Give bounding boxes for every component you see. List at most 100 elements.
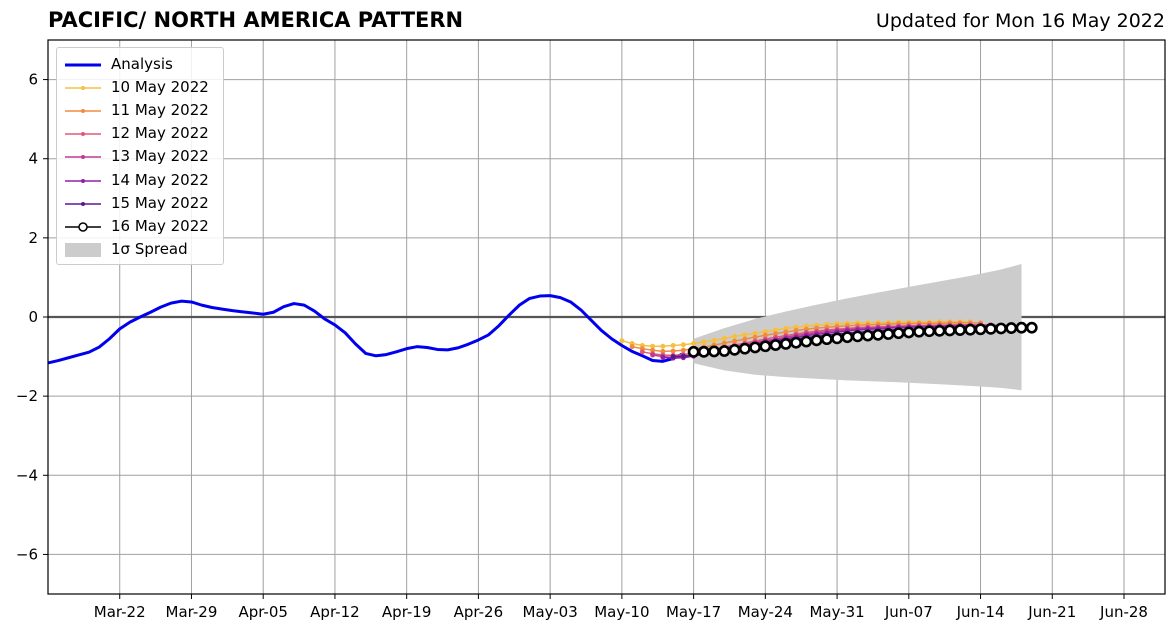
chart-legend: Analysis 10 May 2022 11 May 2022 12 May 202…	[56, 47, 224, 265]
y-tick-label: −4	[16, 466, 38, 484]
legend-item: 12 May 2022	[63, 122, 217, 145]
forecast-marker	[629, 344, 635, 350]
legend-swatch	[63, 242, 103, 258]
forecast-marker	[701, 339, 707, 345]
y-tick-label: 4	[28, 150, 38, 168]
forecast-marker	[779, 338, 792, 350]
y-tick-label: −6	[16, 545, 38, 563]
updated-label: Updated for Mon 16 May 2022	[875, 10, 1165, 32]
legend-swatch	[63, 126, 103, 140]
analysis-line	[47, 294, 685, 365]
legend-item: 10 May 2022	[63, 75, 217, 98]
legend-item: 1σ Spread	[63, 238, 217, 261]
x-tick-label: Jun-14	[956, 603, 1005, 621]
legend-item: 14 May 2022	[63, 168, 217, 191]
forecast-marker	[711, 337, 717, 343]
legend-swatch	[63, 103, 103, 117]
forecast-marker	[670, 354, 676, 360]
forecast-marker	[954, 324, 966, 336]
y-tick-label: 2	[28, 229, 38, 247]
forecast-marker	[650, 343, 656, 349]
x-tick-label: Apr-12	[310, 603, 360, 621]
chart-title: PACIFIC/ NORTH AMERICA PATTERN	[48, 8, 464, 32]
legend-item: 13 May 2022	[63, 145, 217, 168]
forecast-marker	[933, 324, 946, 337]
x-tick-label: May-24	[738, 603, 793, 621]
forecast-marker	[708, 345, 721, 358]
forecast-marker	[680, 342, 686, 348]
x-tick-label: Jun-28	[1099, 603, 1148, 621]
forecast-marker	[913, 325, 925, 338]
forecast-marker	[820, 333, 833, 346]
forecast-marker	[732, 333, 738, 339]
forecast-marker	[749, 341, 761, 354]
legend-swatch	[63, 57, 103, 71]
forecast-marker	[752, 334, 758, 340]
forecast-marker	[759, 340, 772, 353]
legend-swatch	[63, 173, 103, 187]
legend-item: 11 May 2022	[63, 98, 217, 121]
legend-label: 12 May 2022	[111, 124, 209, 143]
forecast-marker	[721, 340, 727, 346]
axes-frame	[47, 39, 1166, 595]
forecast-marker	[943, 324, 956, 337]
forecast-marker	[718, 345, 731, 357]
x-tick-label: May-17	[666, 603, 721, 621]
forecast-marker	[964, 323, 977, 336]
forecast-marker	[691, 341, 697, 347]
forecast-marker	[697, 345, 710, 358]
legend-label: 14 May 2022	[111, 170, 209, 189]
x-tick-label: Apr-05	[238, 603, 288, 621]
legend-swatch	[63, 149, 103, 163]
forecast-marker	[851, 330, 864, 343]
x-tick-label: Jun-07	[884, 603, 933, 621]
legend-label: 1σ Spread	[111, 240, 188, 259]
forecast-marker	[831, 332, 843, 345]
forecast-marker	[680, 353, 686, 359]
y-tick-label: −2	[16, 387, 38, 405]
forecast-marker	[742, 332, 748, 338]
forecast-marker	[800, 335, 813, 348]
forecast-marker	[619, 338, 625, 344]
forecast-marker	[872, 328, 884, 341]
legend-label: 10 May 2022	[111, 77, 209, 96]
legend-label: 13 May 2022	[111, 147, 209, 166]
forecast-marker	[680, 347, 686, 353]
forecast-marker	[721, 335, 727, 341]
x-tick-label: Mar-29	[166, 603, 218, 621]
legend-swatch	[63, 196, 103, 210]
forecast-marker	[923, 325, 936, 338]
forecast-marker	[670, 342, 676, 348]
forecast-marker	[841, 331, 854, 344]
forecast-marker	[790, 336, 802, 349]
forecast-marker	[882, 328, 895, 340]
y-tick-label: 6	[28, 71, 38, 89]
x-tick-label: Mar-22	[94, 603, 146, 621]
forecast-marker	[995, 322, 1007, 335]
forecast-marker	[660, 354, 666, 360]
forecast-marker	[902, 326, 915, 339]
legend-swatch	[63, 80, 103, 94]
legend-item: 16 May 2022	[63, 214, 217, 237]
forecast-marker	[810, 334, 823, 347]
x-tick-label: May-03	[523, 603, 578, 621]
legend-label: 11 May 2022	[111, 100, 209, 119]
legend-label: 15 May 2022	[111, 193, 209, 212]
forecast-marker	[752, 330, 758, 336]
forecast-marker	[861, 329, 874, 342]
forecast-marker	[892, 327, 905, 340]
x-tick-label: Jun-21	[1027, 603, 1076, 621]
x-tick-label: Apr-19	[382, 603, 432, 621]
forecast-marker	[1005, 322, 1018, 334]
x-tick-label: May-10	[594, 603, 649, 621]
forecast-marker	[1015, 321, 1028, 334]
forecast-marker	[738, 342, 751, 355]
forecast-marker	[670, 348, 676, 354]
forecast-marker	[639, 349, 645, 355]
legend-item: Analysis	[63, 52, 217, 75]
forecast-marker	[732, 338, 738, 344]
forecast-marker	[660, 343, 666, 349]
y-tick-label: 0	[28, 308, 38, 326]
legend-label: 16 May 2022	[111, 216, 209, 235]
